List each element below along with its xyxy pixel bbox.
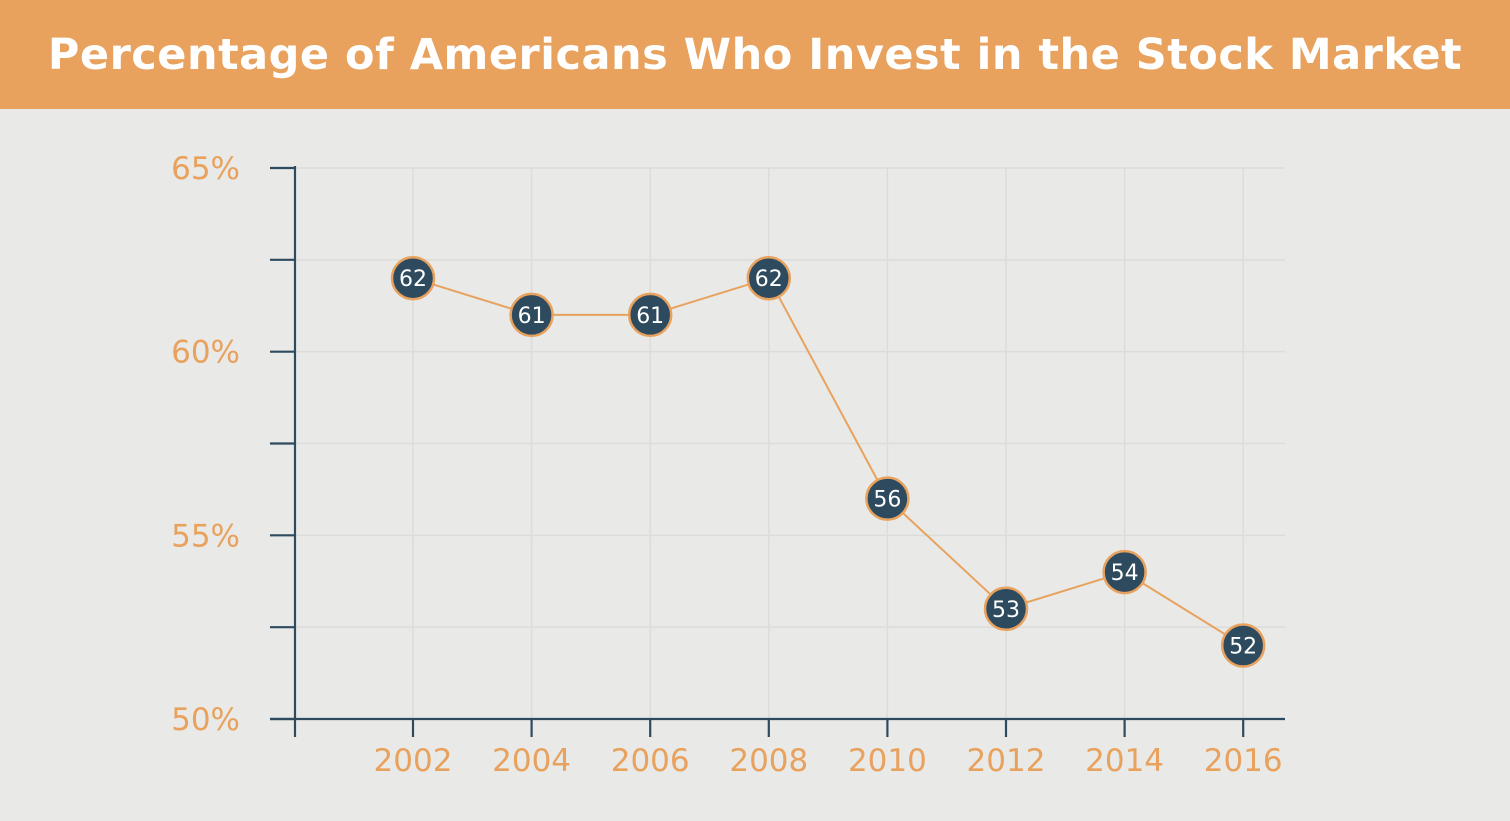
data-point: [1102, 549, 1147, 595]
y-tick-label: 65%: [171, 151, 240, 187]
data-point: [983, 586, 1029, 632]
data-point: [390, 255, 436, 301]
data-label: 62: [399, 267, 427, 292]
chart-header: Percentage of Americans Who Invest in th…: [0, 0, 1510, 109]
axes: [270, 166, 1285, 737]
data-point: [865, 476, 910, 521]
data-label: 61: [518, 304, 546, 329]
data-label: 62: [755, 267, 783, 292]
x-tick-label: 2002: [374, 743, 453, 779]
data-point: [746, 255, 792, 301]
x-tick-label: 2012: [967, 743, 1046, 779]
x-tick-label: 2008: [729, 743, 808, 779]
data-label: 53: [992, 598, 1020, 623]
data-points: 62 61 61 62 56 53 54 52: [390, 255, 1266, 668]
x-tick-label: 2016: [1204, 743, 1283, 779]
data-label: 61: [636, 304, 664, 329]
grid-lines: [295, 167, 1285, 720]
y-tick-label: 60%: [171, 335, 240, 371]
data-point: [509, 292, 554, 338]
x-tick-label: 2010: [848, 743, 927, 779]
data-label: 52: [1229, 635, 1257, 660]
data-label: 56: [873, 488, 901, 513]
data-point: [1220, 623, 1266, 668]
y-tick-label: 50%: [171, 702, 240, 738]
x-tick-label: 2004: [492, 743, 571, 779]
y-tick-label: 55%: [171, 518, 240, 554]
data-point: [627, 292, 673, 338]
tick-labels: 50% 55% 60% 65% 2002 2004 2006 2008 2010 2012 2014…: [171, 151, 1283, 779]
x-tick-label: 2014: [1085, 743, 1164, 779]
x-tick-label: 2006: [611, 743, 690, 779]
chart-title: Percentage of Americans Who Invest in th…: [47, 29, 1463, 80]
data-label: 54: [1111, 561, 1139, 586]
